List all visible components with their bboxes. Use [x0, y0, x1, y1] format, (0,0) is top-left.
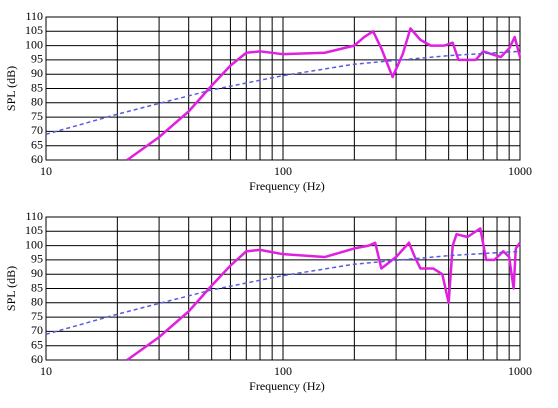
y-tick-label: 95 [31, 252, 43, 266]
y-tick-label: 90 [31, 66, 43, 80]
y-tick-label: 105 [25, 23, 43, 37]
y-axis-label: SPL (dB) [4, 266, 18, 311]
y-tick-label: 75 [31, 309, 43, 323]
y-tick-label: 100 [25, 37, 43, 51]
x-tick-label: 10 [40, 364, 52, 378]
x-tick-label: 1000 [508, 364, 532, 378]
y-tick-label: 65 [31, 137, 43, 151]
y-tick-label: 65 [31, 337, 43, 351]
y-tick-label: 60 [31, 152, 43, 166]
y-tick-label: 105 [25, 223, 43, 237]
y-tick-label: 70 [31, 323, 43, 337]
x-tick-label: 1000 [508, 164, 532, 178]
series-line [126, 27, 522, 162]
y-axis-label: SPL (dB) [4, 66, 18, 111]
y-tick-label: 75 [31, 109, 43, 123]
y-tick-label: 100 [25, 237, 43, 251]
x-tick-label: 100 [274, 364, 292, 378]
y-tick-label: 85 [31, 80, 43, 94]
y-tick-label: 80 [31, 295, 43, 309]
x-tick-label: 100 [274, 164, 292, 178]
x-axis-label: Frequency (Hz) [249, 379, 325, 393]
y-tick-label: 110 [25, 209, 43, 223]
x-tick-label: 10 [40, 164, 52, 178]
y-tick-label: 95 [31, 52, 43, 66]
y-tick-label: 85 [31, 280, 43, 294]
x-axis-label: Frequency (Hz) [249, 179, 325, 193]
y-tick-label: 60 [31, 352, 43, 366]
series-line [126, 227, 522, 362]
y-tick-label: 70 [31, 123, 43, 137]
y-tick-label: 80 [31, 95, 43, 109]
y-tick-label: 90 [31, 266, 43, 280]
y-tick-label: 110 [25, 9, 43, 23]
